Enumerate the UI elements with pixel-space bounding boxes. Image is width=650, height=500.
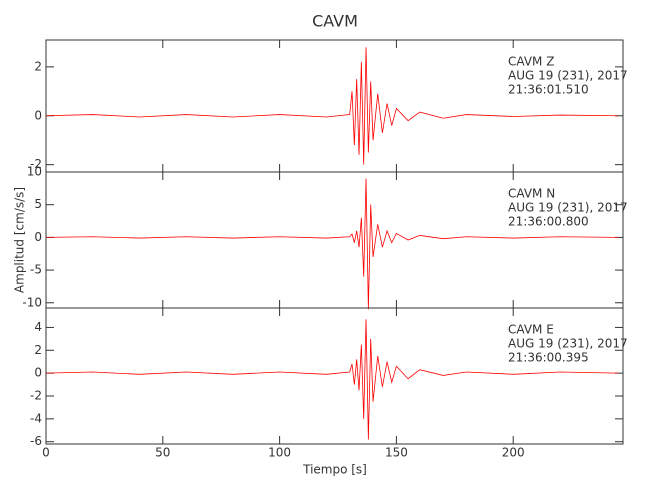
waveform [45, 178, 619, 310]
y-tick-label: 0 [34, 230, 42, 244]
y-tick-label: -10 [22, 295, 42, 309]
annotation: 21:36:00.395 [508, 351, 589, 365]
annotation: AUG 19 (231), 2017 [508, 69, 628, 83]
y-tick-label: -6 [30, 434, 42, 448]
y-tick-label: 5 [34, 197, 42, 211]
x-tick-label: 150 [385, 446, 408, 460]
x-axis-label: Tiempo [s] [302, 463, 367, 477]
annotation: AUG 19 (231), 2017 [508, 337, 628, 351]
annotation: CAVM Z [508, 55, 554, 69]
y-tick-label: -2 [30, 389, 42, 403]
y-tick-label: 4 [34, 320, 42, 334]
y-axis-label: Amplitud [cm/s/s] [13, 187, 27, 293]
x-tick-label: 100 [268, 446, 291, 460]
waveform [45, 319, 619, 440]
annotation: CAVM E [508, 323, 554, 337]
annotation: AUG 19 (231), 2017 [508, 201, 628, 215]
y-tick-label: -2 [30, 157, 42, 171]
y-tick-label: -4 [30, 411, 42, 425]
annotation: 21:36:00.800 [508, 215, 589, 229]
y-tick-label: 2 [34, 343, 42, 357]
y-tick-label: 10 [27, 165, 42, 179]
x-tick-label: 0 [42, 446, 50, 460]
waveform [45, 47, 619, 165]
y-tick-label: 0 [34, 108, 42, 122]
annotation: 21:36:01.510 [508, 83, 589, 97]
chart-title: CAVM [312, 12, 358, 31]
x-tick-label: 200 [502, 446, 525, 460]
x-tick-label: 50 [155, 446, 170, 460]
y-tick-label: -5 [30, 263, 42, 277]
y-tick-label: 2 [34, 59, 42, 73]
y-tick-label: 0 [34, 366, 42, 380]
panel-frame [45, 307, 624, 445]
annotation: CAVM N [508, 187, 555, 201]
